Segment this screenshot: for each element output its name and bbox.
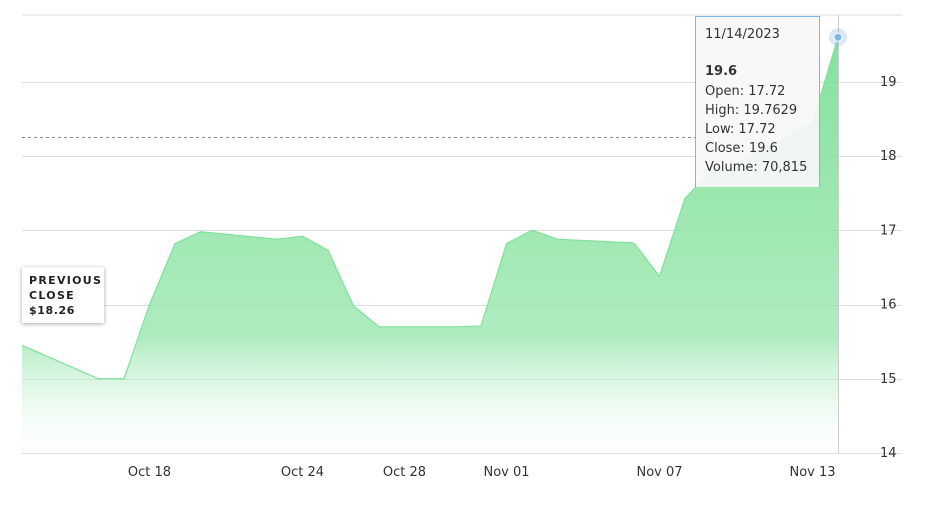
x-tick-label: Oct 28 xyxy=(383,465,426,480)
tooltip-low: Low: 17.72 xyxy=(705,122,776,137)
previous-close-label: PREVIOUS CLOSE $18.26 xyxy=(22,267,104,323)
y-tick-label: 19 xyxy=(880,75,897,90)
y-tick-label: 18 xyxy=(880,149,897,164)
hover-crosshair xyxy=(829,15,847,453)
tooltip-price: 19.6 xyxy=(705,64,738,79)
price-area-series xyxy=(21,37,839,454)
x-tick-label: Nov 01 xyxy=(483,465,529,480)
previous-close-value: $18.26 xyxy=(29,304,76,317)
tooltip-volume: Volume: 70,815 xyxy=(705,160,808,175)
price-line xyxy=(21,37,839,380)
hover-point xyxy=(833,32,843,42)
y-tick-label: 17 xyxy=(880,223,897,238)
tooltip-open: Open: 17.72 xyxy=(705,84,786,99)
x-tick-label: Oct 18 xyxy=(128,465,171,480)
price-area xyxy=(22,37,838,454)
x-tick-label: Nov 07 xyxy=(636,465,682,480)
y-tick-label: 14 xyxy=(880,446,897,461)
y-axis-tick-labels: 14 15 16 17 18 19 xyxy=(880,75,897,461)
y-tick-label: 15 xyxy=(880,372,897,387)
x-tick-label: Oct 24 xyxy=(281,465,324,480)
y-tick-label: 16 xyxy=(880,298,897,313)
tooltip-high: High: 19.7629 xyxy=(705,103,798,118)
x-axis-tick-labels: Oct 18 Oct 24 Oct 28 Nov 01 Nov 07 Nov 13 xyxy=(128,465,836,480)
price-tooltip: 11/14/2023 19.6 Open: 17.72 High: 19.762… xyxy=(695,16,820,187)
x-tick-label: Nov 13 xyxy=(789,465,835,480)
tooltip-close: Close: 19.6 xyxy=(705,141,778,156)
tooltip-date: 11/14/2023 xyxy=(705,27,780,42)
previous-close-title: PREVIOUS CLOSE xyxy=(29,274,103,302)
